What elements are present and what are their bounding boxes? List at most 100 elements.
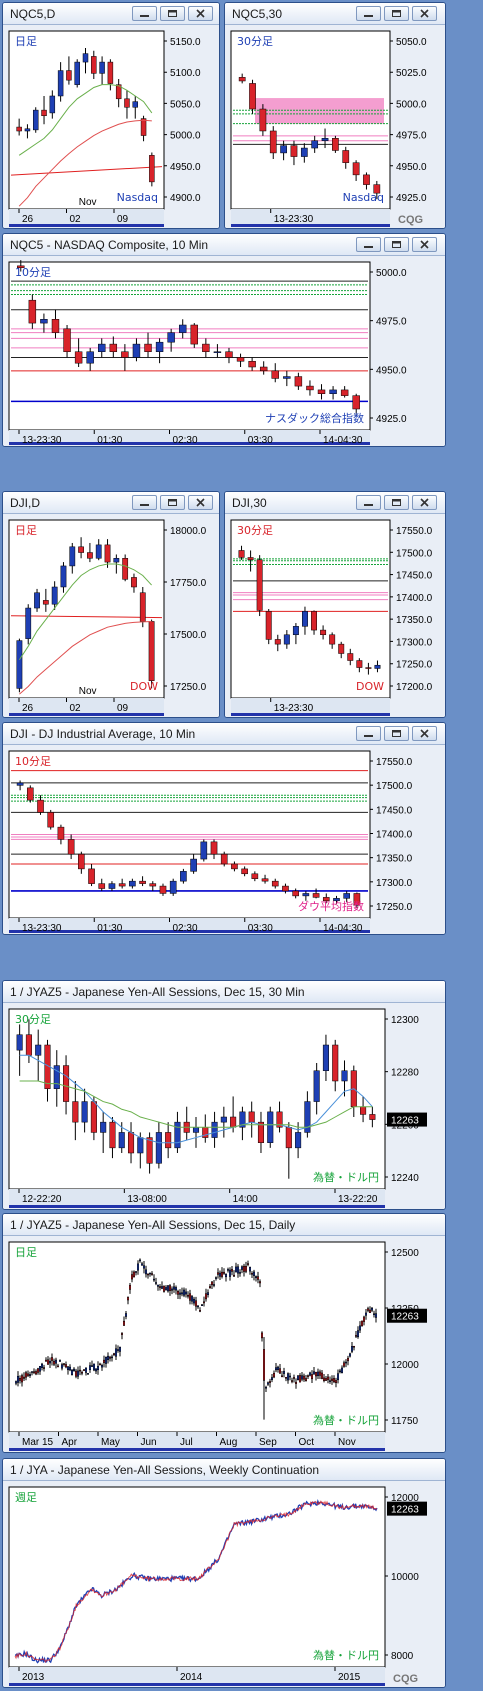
restore-button[interactable] <box>384 237 409 252</box>
title-bar[interactable]: 1 / JYA - Japanese Yen-All Sessions, Wee… <box>3 1459 445 1481</box>
close-button[interactable] <box>412 495 437 510</box>
candle-body <box>343 893 351 899</box>
title-bar[interactable]: NQC5,D <box>3 3 219 25</box>
moving-average-line <box>18 119 152 207</box>
candle-body <box>369 1309 371 1313</box>
candle-body <box>307 1375 309 1377</box>
candle-body <box>369 1114 376 1120</box>
candle-body <box>225 1274 227 1278</box>
restore-button[interactable] <box>384 726 409 741</box>
candle-body <box>230 1116 237 1128</box>
chart-panel[interactable]: 5150.0 5100.0 5050.0 5000.0 4950.0 4900.0 26 02… <box>3 25 219 229</box>
minimize-button[interactable] <box>356 6 381 21</box>
chart-panel[interactable]: 5000.0 4975.0 4950.0 4925.0 13-23:30 01:30 02:… <box>3 256 445 447</box>
y-tick-label: 17550.0 <box>376 757 413 768</box>
window-nasdaq-10min[interactable]: NQC5 - NASDAQ Composite, 10 Min 5000.0 49… <box>2 233 446 447</box>
x-axis-strip <box>231 698 390 716</box>
candle-body <box>179 1292 181 1295</box>
window-dji-30min[interactable]: DJI,30 17550.0 17500.0 17450.0 17400.0 17350… <box>224 491 446 718</box>
window-dji-10min[interactable]: DJI - DJ Industrial Average, 10 Min 1755… <box>2 722 446 935</box>
candle-body <box>374 664 381 669</box>
y-tick-label: 17250.0 <box>376 902 413 913</box>
candle-body <box>233 1274 235 1277</box>
candle-body <box>371 1307 373 1311</box>
candle-body <box>340 389 349 396</box>
title-bar[interactable]: DJI,30 <box>225 492 445 514</box>
candle-body <box>27 1373 29 1376</box>
minimize-button[interactable] <box>132 6 157 21</box>
symbol-label: Nasdaq <box>117 191 158 204</box>
candle-body <box>235 1266 237 1273</box>
candle-body <box>332 1044 339 1082</box>
window-jpy-daily[interactable]: 1 / JYAZ5 - Japanese Yen-All Sessions, D… <box>2 1213 446 1453</box>
minimize-button[interactable] <box>356 726 381 741</box>
last-price-label: 12263 <box>391 1505 419 1516</box>
candle-body <box>89 1365 91 1370</box>
candle-body <box>312 893 320 898</box>
y-tick-label: 17450.0 <box>396 571 433 582</box>
candle-body <box>353 1345 355 1348</box>
y-tick-label: 17300.0 <box>376 878 413 889</box>
title-bar[interactable]: DJI - DJ Industrial Average, 10 Min <box>3 723 445 745</box>
plot-area <box>8 261 371 431</box>
minimize-button[interactable] <box>356 495 381 510</box>
candle-body <box>306 385 314 391</box>
x-tick-label: 13-22:20 <box>338 1194 378 1205</box>
close-button[interactable] <box>412 6 437 21</box>
y-tick-label: 5025.0 <box>396 68 427 79</box>
candle-body <box>28 299 37 324</box>
window-jpy-weekly[interactable]: 1 / JYA - Japanese Yen-All Sessions, Wee… <box>2 1458 446 1688</box>
chart-panel[interactable]: 5050.0 5025.0 5000.0 4975.0 4950.0 4925.0 13-2… <box>225 25 445 229</box>
candle-body <box>177 1290 179 1295</box>
candle-body <box>107 61 114 84</box>
minimize-button[interactable] <box>356 237 381 252</box>
candle-body <box>132 101 139 108</box>
close-button[interactable] <box>188 6 213 21</box>
candle-body <box>357 1330 359 1338</box>
candle-body <box>65 1364 67 1368</box>
title-bar[interactable]: NQC5,30 <box>225 3 445 25</box>
close-icon <box>420 240 429 249</box>
x-tick-label: Mar 15 <box>22 1437 54 1448</box>
candle-body <box>279 1368 281 1374</box>
title-bar[interactable]: 1 / JYAZ5 - Japanese Yen-All Sessions, D… <box>3 981 445 1003</box>
title-bar[interactable]: NQC5 - NASDAQ Composite, 10 Min <box>3 234 445 256</box>
title-bar[interactable]: DJI,D <box>3 492 219 514</box>
candle-body <box>277 1366 279 1370</box>
restore-button[interactable] <box>384 6 409 21</box>
chart-panel[interactable]: 17550.0 17500.0 17450.0 17400.0 17350.0 17300… <box>225 514 445 718</box>
candle-body <box>37 799 44 813</box>
restore-button[interactable] <box>160 6 185 21</box>
candle-body <box>267 1111 274 1143</box>
chart-panel[interactable]: 1250012250120001175012263Mar 15AprMayJun… <box>3 1236 445 1453</box>
chart-panel[interactable]: 17550.0 17500.0 17450.0 17400.0 17350.0 17300… <box>3 745 445 935</box>
window-jpy-30min[interactable]: 1 / JYAZ5 - Japanese Yen-All Sessions, D… <box>2 980 446 1210</box>
candle-body <box>51 1357 53 1361</box>
y-tick-label: 5000.0 <box>396 99 427 110</box>
y-tick-label: 4925.0 <box>376 414 407 425</box>
window-nqc5-30min[interactable]: NQC5,30 5050.0 5025.0 5000.0 4975.0 4950.0 49… <box>224 2 446 229</box>
candle-body <box>57 70 64 97</box>
candle-body <box>305 1378 307 1382</box>
close-button[interactable] <box>412 237 437 252</box>
candle-body <box>359 1325 361 1331</box>
restore-button[interactable] <box>160 495 185 510</box>
candle-body <box>42 600 49 605</box>
close-button[interactable] <box>412 726 437 741</box>
window-dji-daily[interactable]: DJI,D 18000.0 17750.0 17500.0 17250.0 26 02 09… <box>2 491 220 718</box>
restore-icon <box>168 10 177 17</box>
window-nqc5-daily[interactable]: NQC5,D 5150.0 5100.0 5050.0 5000.0 4950.0 490… <box>2 2 220 229</box>
chart-panel[interactable]: 123001228012260122401226312-22:2013-08:0… <box>3 1003 445 1210</box>
minimize-button[interactable] <box>132 495 157 510</box>
candle-body <box>363 174 370 185</box>
candle-body <box>78 546 84 553</box>
title-bar[interactable]: 1 / JYAZ5 - Japanese Yen-All Sessions, D… <box>3 1214 445 1236</box>
x-tick-label: 02 <box>70 703 82 714</box>
close-button[interactable] <box>188 495 213 510</box>
x-tick-label: 02 <box>70 214 82 225</box>
chart-panel[interactable]: 18000.0 17750.0 17500.0 17250.0 26 02 09 Nov 日足 D… <box>3 514 219 718</box>
restore-button[interactable] <box>384 495 409 510</box>
y-tick-label: 5000.0 <box>170 131 201 142</box>
last-price-badge <box>387 1308 427 1323</box>
